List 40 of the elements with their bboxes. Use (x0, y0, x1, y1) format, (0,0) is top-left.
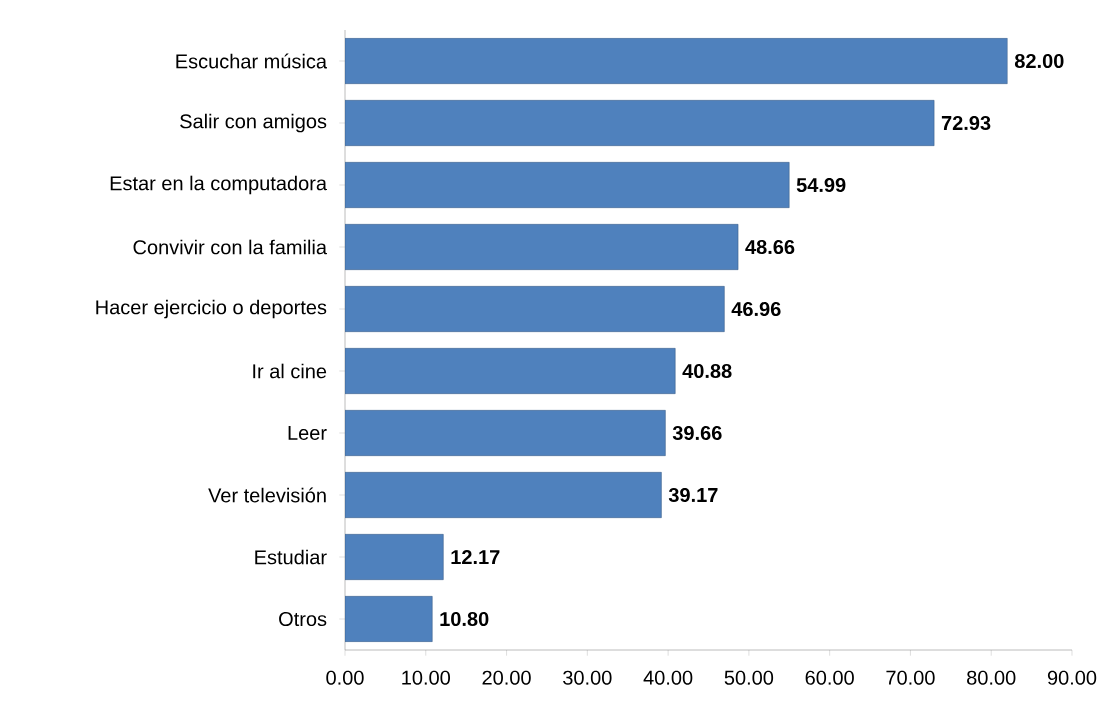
data-label: 46.96 (731, 301, 781, 317)
y-tick-label: Escuchar música (176, 53, 328, 69)
y-tick-label: Ir al cine (253, 363, 327, 379)
y-tick-label: Leer (288, 426, 327, 440)
data-label: 82.00 (1014, 53, 1064, 69)
x-tick-label: 10.00 (402, 670, 450, 685)
x-tick-label: 0.00 (326, 670, 364, 685)
y-tick-label: Estar en la computadora (110, 175, 328, 195)
bar (345, 286, 725, 332)
data-label: 54.99 (796, 177, 846, 193)
x-tick-label: 60.00 (805, 670, 854, 685)
x-tick-label: 40.00 (643, 670, 693, 685)
data-label: 39.17 (668, 487, 718, 503)
x-tick-label: 30.00 (563, 670, 612, 685)
y-tick-label: Otros (279, 611, 327, 627)
x-tick-label: 80.00 (967, 670, 1016, 685)
x-tick-label: 70.00 (886, 670, 935, 685)
data-label: 10.80 (440, 611, 489, 627)
x-tick-label: 90.00 (1047, 670, 1097, 685)
y-tick-label: Convivir con la familia (133, 239, 327, 255)
y-tick-label: Salir con amigos (180, 113, 327, 133)
bar (345, 224, 739, 270)
bar (345, 534, 444, 580)
data-label: 40.88 (682, 363, 732, 379)
bar (345, 100, 935, 146)
data-label: 72.93 (941, 115, 991, 131)
data-label: 48.66 (745, 239, 795, 255)
y-tick-label: Estudiar (255, 549, 327, 565)
data-label: 12.17 (451, 550, 500, 564)
bar (345, 410, 666, 456)
bar (345, 596, 433, 642)
x-tick-label: 50.00 (724, 670, 774, 685)
y-tick-label: Hacer ejercicio o deportes (96, 299, 327, 319)
x-tick-label: 20.00 (482, 670, 531, 685)
bar (345, 38, 1008, 84)
bar (345, 472, 662, 518)
bar (345, 162, 790, 208)
data-label: 39.66 (672, 425, 722, 441)
y-tick-label: Ver televisión (208, 487, 326, 503)
bar (345, 348, 676, 394)
